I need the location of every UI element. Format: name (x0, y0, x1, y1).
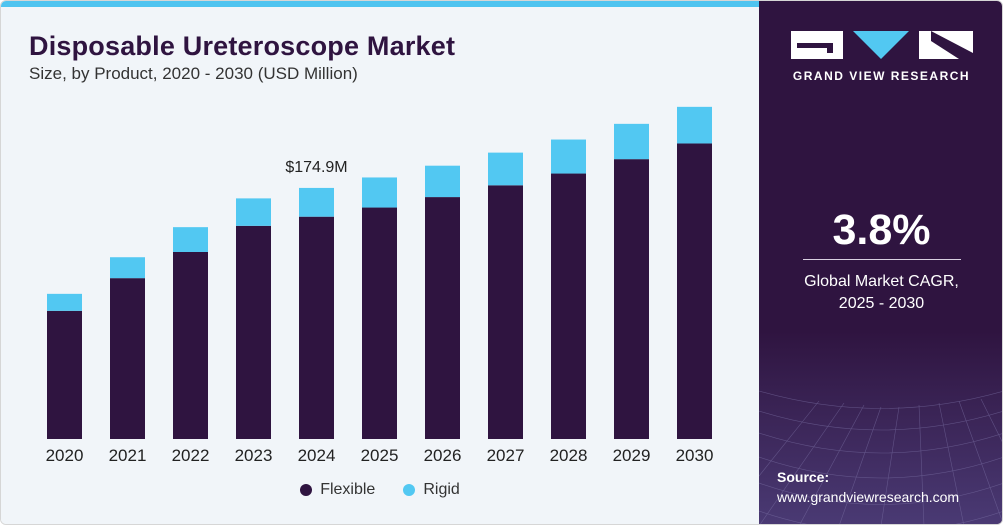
legend-swatch-flexible (300, 484, 312, 496)
grand-view-research-logo (791, 31, 973, 65)
bar-rigid-2024 (299, 188, 334, 217)
legend-item-flexible: Flexible (300, 481, 375, 499)
cagr-value: 3.8% (759, 206, 1003, 255)
infographic-frame: Disposable Ureteroscope Market Size, by … (0, 0, 1003, 525)
bar-rigid-2020 (47, 294, 82, 311)
cagr-label: Global Market CAGR, 2025 - 2030 (759, 271, 1003, 315)
bar-flexible-2029 (614, 159, 649, 439)
bar-flexible-2025 (362, 208, 397, 439)
bar-flexible-2021 (110, 278, 145, 439)
bar-flexible-2028 (551, 174, 586, 439)
x-tick-label-2029: 2029 (613, 446, 651, 465)
x-tick-label-2022: 2022 (172, 446, 210, 465)
x-tick-label-2030: 2030 (676, 446, 714, 465)
bar-rigid-2022 (173, 227, 208, 252)
bar-flexible-2023 (236, 226, 271, 439)
bar-rigid-2025 (362, 177, 397, 207)
bar-rigid-2030 (677, 107, 712, 144)
x-tick-label-2023: 2023 (235, 446, 273, 465)
legend-label-rigid: Rigid (423, 481, 459, 499)
x-tick-label-2025: 2025 (361, 446, 399, 465)
bar-rigid-2027 (488, 153, 523, 186)
x-tick-label-2024: 2024 (298, 446, 336, 465)
bar-flexible-2020 (47, 311, 82, 439)
data-label-2024: $174.9M (285, 159, 347, 176)
bar-flexible-2030 (677, 143, 712, 439)
stacked-bar-chart: 2020 2021 2022 2023 2024 $174.9M 2025 2026 2027 2… (1, 1, 759, 471)
legend-item-rigid: Rigid (403, 481, 459, 499)
bar-flexible-2024 (299, 217, 334, 439)
cagr-label-line1: Global Market CAGR, (759, 271, 1003, 293)
x-tick-label-2028: 2028 (550, 446, 588, 465)
bar-flexible-2022 (173, 252, 208, 439)
bar-flexible-2026 (425, 197, 460, 439)
x-tick-label-2020: 2020 (46, 446, 84, 465)
legend-swatch-rigid (403, 484, 415, 496)
cagr-label-line2: 2025 - 2030 (759, 293, 1003, 315)
source-url[interactable]: www.grandviewresearch.com (777, 487, 959, 507)
sidebar-panel: GRAND VIEW RESEARCH 3.8% Global Market C… (759, 1, 1003, 525)
chart-legend: Flexible Rigid (1, 481, 759, 499)
bar-rigid-2029 (614, 124, 649, 159)
source-note: Source: www.grandviewresearch.com (777, 467, 959, 507)
x-tick-label-2026: 2026 (424, 446, 462, 465)
bar-rigid-2021 (110, 257, 145, 278)
logo-wordmark: GRAND VIEW RESEARCH (759, 69, 1003, 83)
bar-rigid-2028 (551, 140, 586, 174)
source-label: Source: (777, 467, 959, 487)
bar-flexible-2027 (488, 185, 523, 439)
chart-panel: Disposable Ureteroscope Market Size, by … (1, 1, 759, 525)
bar-rigid-2023 (236, 198, 271, 225)
x-tick-label-2021: 2021 (109, 446, 147, 465)
legend-label-flexible: Flexible (320, 481, 375, 499)
cagr-divider (803, 259, 961, 260)
bar-rigid-2026 (425, 166, 460, 197)
x-tick-label-2027: 2027 (487, 446, 525, 465)
